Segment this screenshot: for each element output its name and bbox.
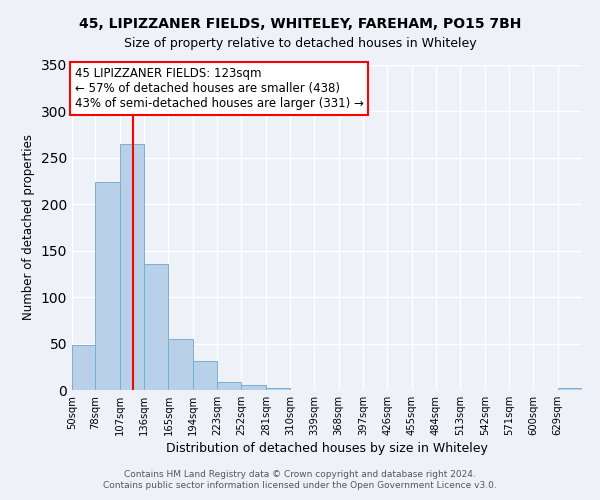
Text: 45, LIPIZZANER FIELDS, WHITELEY, FAREHAM, PO15 7BH: 45, LIPIZZANER FIELDS, WHITELEY, FAREHAM…: [79, 18, 521, 32]
X-axis label: Distribution of detached houses by size in Whiteley: Distribution of detached houses by size …: [166, 442, 488, 455]
Bar: [266, 388, 290, 390]
Bar: [557, 388, 582, 390]
Bar: [95, 182, 120, 390]
Y-axis label: Number of detached properties: Number of detached properties: [22, 134, 35, 320]
Bar: [193, 361, 217, 390]
Bar: [120, 144, 144, 390]
Bar: [241, 386, 266, 390]
Text: Contains HM Land Registry data © Crown copyright and database right 2024.
Contai: Contains HM Land Registry data © Crown c…: [103, 470, 497, 490]
Text: Size of property relative to detached houses in Whiteley: Size of property relative to detached ho…: [124, 38, 476, 51]
Bar: [217, 382, 241, 390]
Bar: [72, 344, 95, 390]
Bar: [144, 264, 169, 390]
Text: 45 LIPIZZANER FIELDS: 123sqm
← 57% of detached houses are smaller (438)
43% of s: 45 LIPIZZANER FIELDS: 123sqm ← 57% of de…: [74, 67, 364, 110]
Bar: [169, 339, 193, 390]
